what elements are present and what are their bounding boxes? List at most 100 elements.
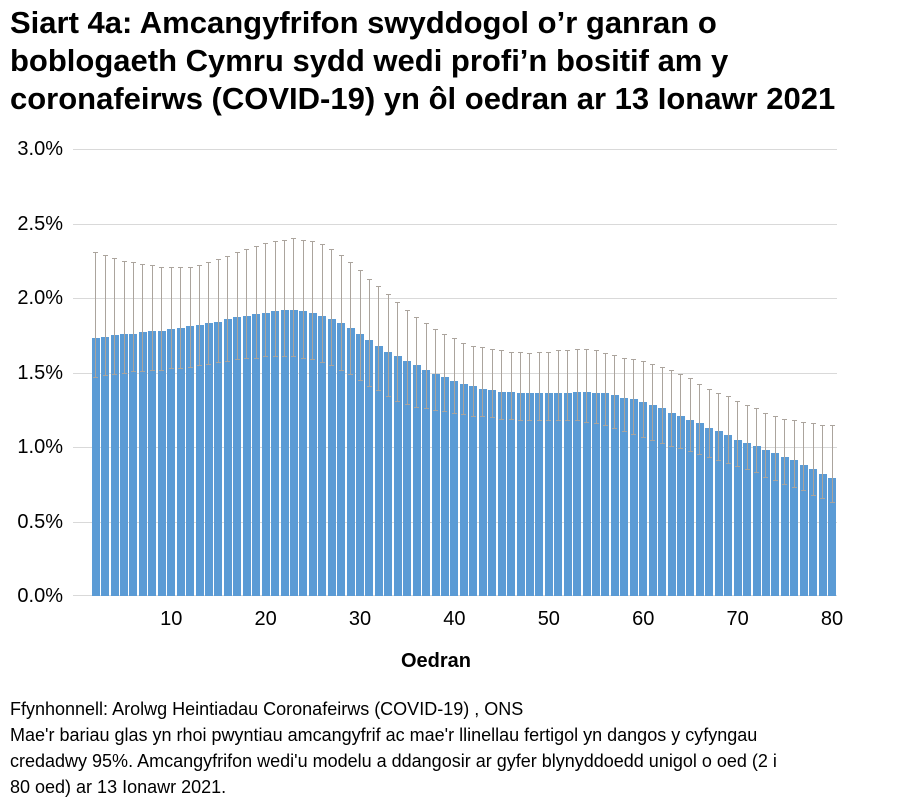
bar-age-4 bbox=[110, 335, 119, 596]
bar-age-29 bbox=[346, 327, 355, 596]
gridline bbox=[73, 298, 837, 299]
bar-age-44 bbox=[488, 390, 497, 596]
error-bar-age-17 bbox=[234, 359, 240, 361]
footnote-line-2: credadwy 95%. Amcangyfrifon wedi'u model… bbox=[10, 751, 777, 771]
error-bar-age-61 bbox=[652, 363, 654, 440]
error-bar-age-60 bbox=[640, 360, 646, 362]
bar-age-71 bbox=[743, 442, 752, 596]
error-bar-age-64 bbox=[678, 373, 684, 375]
error-bar-age-16 bbox=[225, 256, 231, 258]
error-bar-age-80 bbox=[829, 502, 835, 504]
error-bar-age-27 bbox=[329, 248, 335, 250]
bar-age-54 bbox=[582, 391, 591, 596]
error-bar-age-15 bbox=[217, 259, 219, 363]
error-bar-age-21 bbox=[272, 241, 278, 243]
error-bar-age-8 bbox=[151, 265, 153, 370]
error-bar-age-64 bbox=[680, 373, 682, 449]
error-bar-age-15 bbox=[215, 362, 221, 364]
bar-age-31 bbox=[365, 339, 374, 596]
error-bar-age-18 bbox=[244, 357, 250, 359]
bar-age-40 bbox=[450, 381, 459, 596]
error-bar-age-35 bbox=[404, 403, 410, 405]
error-bar-age-39 bbox=[444, 333, 446, 412]
error-bar-age-75 bbox=[784, 418, 786, 485]
error-bar-age-58 bbox=[621, 357, 627, 359]
error-bar-age-22 bbox=[282, 356, 287, 358]
error-bar-age-79 bbox=[820, 497, 826, 499]
error-bar-age-65 bbox=[689, 378, 691, 452]
error-bar-age-44 bbox=[491, 348, 493, 418]
error-bar-age-59 bbox=[631, 433, 637, 435]
error-bar-age-78 bbox=[810, 494, 816, 496]
error-bar-age-32 bbox=[378, 286, 380, 391]
error-bar-age-67 bbox=[708, 388, 710, 458]
error-bar-age-32 bbox=[376, 286, 382, 288]
bar-age-8 bbox=[148, 330, 157, 596]
y-axis-tick-label: 2.5% bbox=[17, 213, 63, 235]
error-bar-age-15 bbox=[215, 259, 221, 261]
error-bar-age-43 bbox=[480, 347, 486, 349]
error-bar-age-26 bbox=[321, 244, 323, 363]
footnote-line-1: Mae'r bariau glas yn rhoi pwyntiau amcan… bbox=[10, 725, 758, 745]
error-bar-age-2 bbox=[93, 251, 99, 253]
bar-age-73 bbox=[761, 449, 770, 596]
error-bar-age-79 bbox=[820, 424, 826, 426]
error-bar-age-77 bbox=[803, 421, 805, 491]
error-bar-age-31 bbox=[368, 278, 370, 386]
source-line: Ffynhonnell: Arolwg Heintiadau Coronafei… bbox=[10, 699, 524, 719]
error-bar-age-80 bbox=[831, 424, 833, 503]
gridline bbox=[73, 149, 837, 150]
error-bar-age-79 bbox=[822, 424, 824, 498]
error-bar-age-56 bbox=[604, 353, 606, 425]
error-bar-age-70 bbox=[737, 400, 739, 467]
error-bar-age-49 bbox=[536, 420, 542, 422]
bar-age-21 bbox=[271, 311, 280, 596]
error-bar-age-72 bbox=[754, 472, 759, 474]
x-axis-tick-label-20: 20 bbox=[254, 608, 277, 630]
error-bar-age-66 bbox=[697, 384, 703, 386]
error-bar-age-46 bbox=[508, 351, 514, 353]
bar-age-49 bbox=[535, 393, 544, 596]
bar-age-79 bbox=[818, 473, 827, 596]
error-bar-age-12 bbox=[187, 366, 193, 368]
error-bar-age-76 bbox=[791, 487, 797, 489]
bar-age-11 bbox=[176, 327, 185, 596]
x-axis-tick-label-70: 70 bbox=[726, 608, 749, 630]
error-bar-age-8 bbox=[149, 265, 155, 267]
chart-footer: Ffynhonnell: Arolwg Heintiadau Coronafei… bbox=[10, 696, 903, 800]
y-axis-tick-label: 0.5% bbox=[17, 511, 63, 533]
bar-age-53 bbox=[573, 391, 582, 596]
error-bar-age-30 bbox=[357, 379, 363, 381]
error-bar-age-28 bbox=[338, 369, 344, 371]
chart-title-line-1: Siart 4a: Amcangyfrifon swyddogol o’r ga… bbox=[10, 5, 717, 40]
error-bar-age-72 bbox=[756, 408, 757, 473]
error-bar-age-21 bbox=[274, 241, 276, 357]
bar-age-24 bbox=[299, 311, 308, 596]
bar-age-56 bbox=[601, 393, 610, 596]
error-bar-age-40 bbox=[451, 412, 457, 414]
error-bar-age-2 bbox=[93, 376, 99, 378]
error-bar-age-51 bbox=[555, 350, 561, 352]
bar-age-57 bbox=[610, 394, 619, 596]
bar-age-36 bbox=[412, 365, 421, 596]
error-bar-age-23 bbox=[291, 356, 297, 358]
error-bar-age-19 bbox=[253, 357, 259, 359]
x-axis-tick-label-40: 40 bbox=[443, 608, 466, 630]
error-bar-age-78 bbox=[810, 423, 816, 425]
error-bar-age-69 bbox=[725, 396, 731, 398]
error-bar-age-43 bbox=[480, 415, 486, 417]
error-bar-age-25 bbox=[310, 241, 316, 243]
error-bar-age-23 bbox=[293, 238, 295, 357]
error-bar-age-50 bbox=[546, 420, 552, 422]
bar-age-45 bbox=[497, 391, 506, 596]
error-bar-age-48 bbox=[527, 420, 533, 422]
bar-age-47 bbox=[516, 393, 525, 596]
error-bar-age-13 bbox=[199, 265, 201, 366]
error-bar-age-49 bbox=[536, 351, 542, 353]
error-bar-age-60 bbox=[640, 436, 646, 438]
bar-age-25 bbox=[308, 312, 317, 596]
error-bar-age-3 bbox=[102, 254, 108, 256]
error-bar-age-42 bbox=[470, 415, 476, 417]
error-bar-age-59 bbox=[633, 359, 635, 434]
x-axis-tick-label-80: 80 bbox=[820, 608, 844, 630]
